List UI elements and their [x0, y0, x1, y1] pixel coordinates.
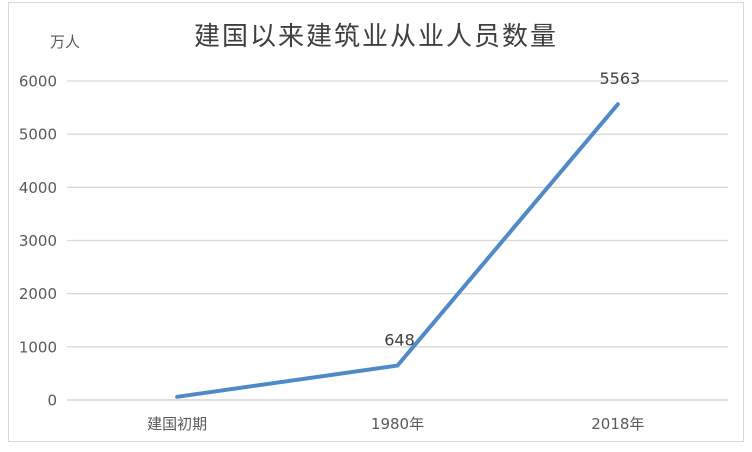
data-point-label: 648 — [384, 331, 415, 350]
y-tick-label: 6000 — [19, 73, 57, 91]
series-line — [175, 102, 620, 399]
y-tick-label: 3000 — [19, 232, 57, 250]
y-tick-label: 0 — [47, 392, 57, 410]
chart-title: 建国以来建筑业从业人员数量 — [193, 22, 558, 52]
y-tick-label: 5000 — [19, 126, 57, 144]
data-point-label: 5563 — [599, 69, 640, 88]
y-tick-label: 2000 — [19, 285, 57, 303]
y-tick-label: 1000 — [19, 338, 57, 356]
y-axis-unit-label: 万人 — [50, 33, 81, 51]
x-category-label: 2018年 — [591, 415, 644, 433]
x-category-label: 1980年 — [371, 415, 424, 433]
y-tick-label: 4000 — [19, 179, 57, 197]
x-category-label: 建国初期 — [147, 415, 207, 433]
